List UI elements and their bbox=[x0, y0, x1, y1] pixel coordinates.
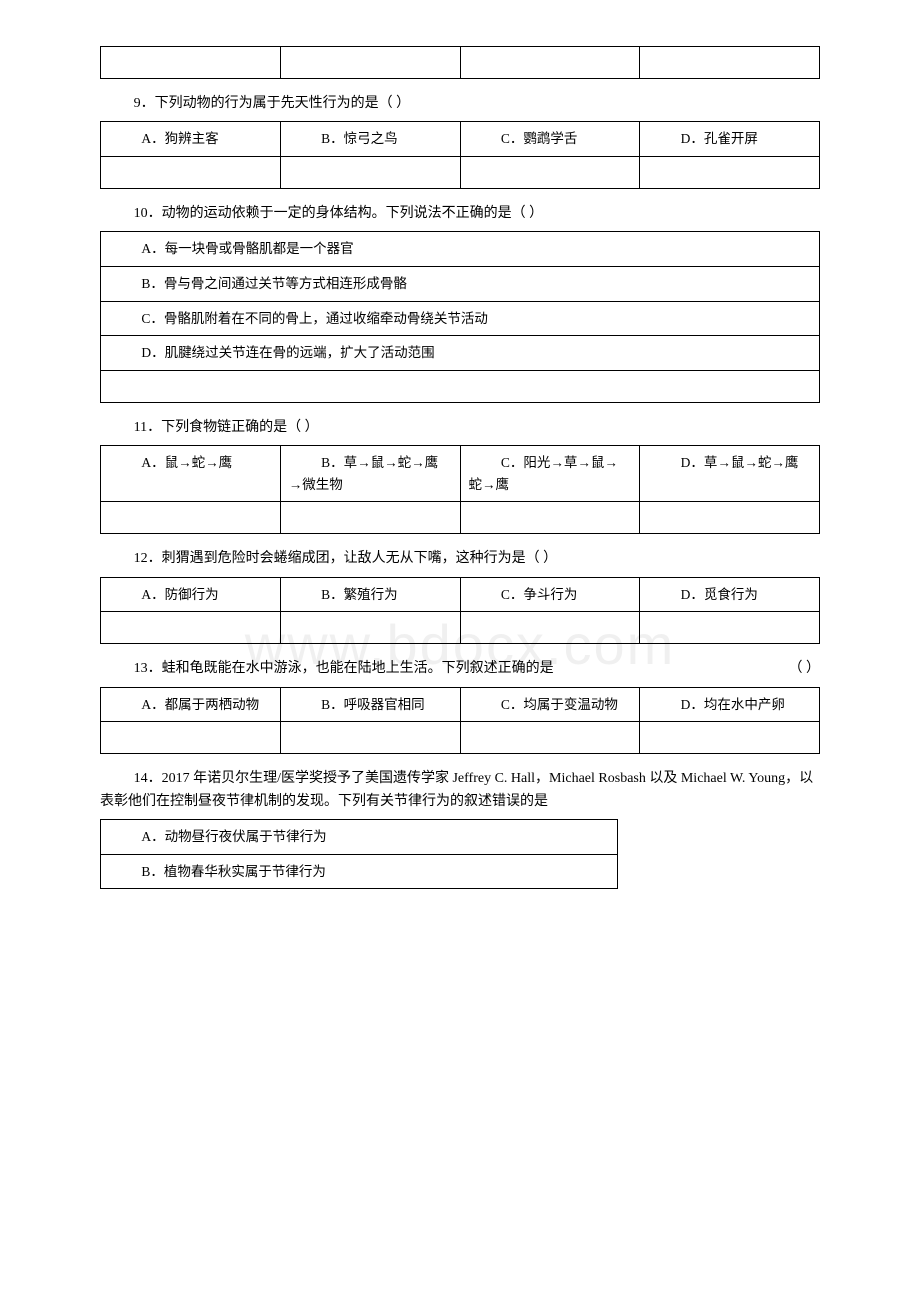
q13-empty-d bbox=[640, 722, 820, 754]
q13-empty-b bbox=[280, 722, 460, 754]
q14-text: 14．2017 年诺贝尔生理/医学奖授予了美国遗传学家 Jeffrey C. H… bbox=[100, 768, 820, 813]
q9-empty-a bbox=[101, 156, 281, 188]
q13-text-paren: （ ） bbox=[755, 658, 820, 680]
q13-text: 13．蛙和龟既能在水中游泳，也能在陆地上生活。下列叙述正确的是 （ ） bbox=[100, 658, 820, 680]
q12-empty-b bbox=[280, 612, 460, 644]
q8-empty-table bbox=[100, 46, 820, 79]
q10-opt-d: D．肌腱绕过关节连在骨的远端，扩大了活动范围 bbox=[101, 336, 820, 371]
q10-opt-a: A．每一块骨或骨骼肌都是一个器官 bbox=[101, 232, 820, 267]
q13-empty-c bbox=[460, 722, 640, 754]
document-content: 9．下列动物的行为属于先天性行为的是（ ） A．狗辨主客 B．惊弓之鸟 C．鹦鹉… bbox=[100, 46, 820, 889]
q11-empty-b bbox=[280, 502, 460, 534]
q12-text: 12．刺猬遇到危险时会蜷缩成团，让敌人无从下嘴，这种行为是（ ） bbox=[100, 548, 820, 570]
q12-empty-c bbox=[460, 612, 640, 644]
q12-options: A．防御行为 B．繁殖行为 C．争斗行为 D．觅食行为 bbox=[100, 577, 820, 645]
q10-text: 10．动物的运动依赖于一定的身体结构。下列说法不正确的是（ ） bbox=[100, 203, 820, 225]
q12-empty-d bbox=[640, 612, 820, 644]
q9-opt-b: B．惊弓之鸟 bbox=[280, 122, 460, 157]
q14-options: A．动物昼行夜伏属于节律行为 B．植物春华秋实属于节律行为 bbox=[100, 819, 618, 889]
q11-empty-c bbox=[460, 502, 640, 534]
q12-empty-a bbox=[101, 612, 281, 644]
q12-opt-b: B．繁殖行为 bbox=[280, 577, 460, 612]
q8-empty-c bbox=[460, 47, 640, 79]
q13-options: A．都属于两栖动物 B．呼吸器官相同 C．均属于变温动物 D．均在水中产卵 bbox=[100, 687, 820, 755]
q11-text: 11．下列食物链正确的是（ ） bbox=[100, 417, 820, 439]
q10-options: A．每一块骨或骨骼肌都是一个器官 B．骨与骨之间通过关节等方式相连形成骨骼 C．… bbox=[100, 231, 820, 402]
q9-options: A．狗辨主客 B．惊弓之鸟 C．鹦鹉学舌 D．孔雀开屏 bbox=[100, 121, 820, 189]
q11-opt-b: B．草→鼠→蛇→鹰→微生物 bbox=[280, 446, 460, 502]
q11-empty-d bbox=[640, 502, 820, 534]
q8-empty-b bbox=[280, 47, 460, 79]
q13-opt-d: D．均在水中产卵 bbox=[640, 687, 820, 722]
q14-opt-b: B．植物春华秋实属于节律行为 bbox=[101, 854, 618, 889]
q11-opt-c: C．阳光→草→鼠→蛇→鹰 bbox=[460, 446, 640, 502]
q9-text: 9．下列动物的行为属于先天性行为的是（ ） bbox=[100, 93, 820, 115]
q11-empty-a bbox=[101, 502, 281, 534]
q11-opt-a: A．鼠→蛇→鹰 bbox=[101, 446, 281, 502]
q8-empty-a bbox=[101, 47, 281, 79]
q9-empty-c bbox=[460, 156, 640, 188]
q8-empty-d bbox=[640, 47, 820, 79]
q13-text-main: 13．蛙和龟既能在水中游泳，也能在陆地上生活。下列叙述正确的是 bbox=[134, 661, 554, 676]
q13-opt-a: A．都属于两栖动物 bbox=[101, 687, 281, 722]
q12-opt-d: D．觅食行为 bbox=[640, 577, 820, 612]
q10-empty bbox=[101, 370, 820, 402]
q13-opt-b: B．呼吸器官相同 bbox=[280, 687, 460, 722]
q10-opt-b: B．骨与骨之间通过关节等方式相连形成骨骼 bbox=[101, 266, 820, 301]
q12-opt-a: A．防御行为 bbox=[101, 577, 281, 612]
q14-opt-a: A．动物昼行夜伏属于节律行为 bbox=[101, 820, 618, 855]
q13-empty-a bbox=[101, 722, 281, 754]
q9-opt-a: A．狗辨主客 bbox=[101, 122, 281, 157]
q9-empty-d bbox=[640, 156, 820, 188]
q9-opt-c: C．鹦鹉学舌 bbox=[460, 122, 640, 157]
q9-opt-d: D．孔雀开屏 bbox=[640, 122, 820, 157]
q13-opt-c: C．均属于变温动物 bbox=[460, 687, 640, 722]
q12-opt-c: C．争斗行为 bbox=[460, 577, 640, 612]
q11-opt-d: D．草→鼠→蛇→鹰 bbox=[640, 446, 820, 502]
q11-options: A．鼠→蛇→鹰 B．草→鼠→蛇→鹰→微生物 C．阳光→草→鼠→蛇→鹰 D．草→鼠… bbox=[100, 445, 820, 534]
q10-opt-c: C．骨骼肌附着在不同的骨上，通过收缩牵动骨绕关节活动 bbox=[101, 301, 820, 336]
q9-empty-b bbox=[280, 156, 460, 188]
